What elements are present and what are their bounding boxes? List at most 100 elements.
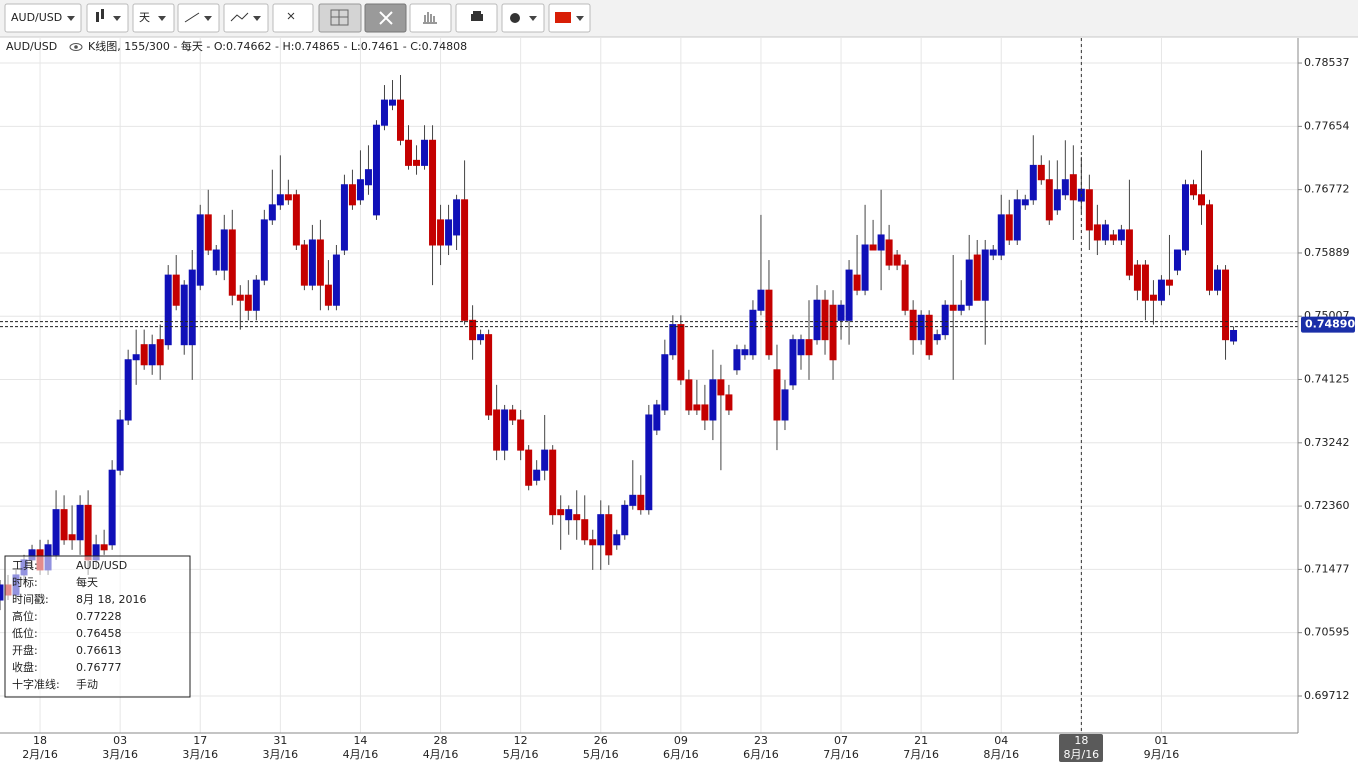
candle-body: [837, 304, 845, 321]
candle-body: [901, 264, 909, 311]
candle-body: [757, 289, 765, 311]
dropdown-arrow[interactable]: [113, 16, 121, 21]
volume-button[interactable]: [409, 3, 452, 33]
symbol-button[interactable]: AUD/USD: [4, 3, 82, 33]
icon[interactable]: [379, 11, 393, 25]
info-label: 高位:: [12, 609, 38, 623]
candle-body: [573, 514, 581, 521]
candle-body: [733, 349, 741, 371]
candle-body: [1125, 229, 1133, 276]
fullscreen-button[interactable]: [364, 3, 407, 33]
candle-body: [813, 299, 821, 341]
info-value: 0.76458: [76, 627, 122, 640]
x-tick-label-box: 14 4月/16: [343, 734, 379, 761]
icon[interactable]: [287, 12, 295, 20]
period-text[interactable]: 天: [139, 11, 150, 24]
language-button[interactable]: [548, 3, 591, 33]
candle-body: [132, 354, 140, 361]
period-button[interactable]: 天: [132, 3, 175, 33]
candle-body: [885, 239, 893, 266]
icon[interactable]: [471, 14, 483, 21]
grid-toggle-button[interactable]: [318, 3, 362, 33]
icon[interactable]: [230, 12, 249, 22]
candle-body: [372, 124, 380, 216]
candle-body: [997, 214, 1005, 256]
x-tick-label-box: 28 4月/16: [423, 734, 459, 761]
symbol-text[interactable]: AUD/USD: [11, 11, 62, 24]
candle-body: [501, 409, 509, 451]
candle-body: [717, 379, 725, 396]
print-button[interactable]: [455, 3, 498, 33]
candle-body: [541, 449, 549, 471]
dropdown-arrow[interactable]: [529, 16, 537, 21]
button-frame[interactable]: [223, 3, 269, 33]
dropdown-arrow[interactable]: [158, 16, 166, 21]
info-label: 收盘:: [12, 660, 38, 674]
dropdown-arrow[interactable]: [253, 16, 261, 21]
candle-body: [1037, 164, 1045, 181]
button-frame[interactable]: [318, 3, 362, 33]
dropdown-arrow[interactable]: [67, 16, 75, 21]
icon[interactable]: [423, 12, 437, 24]
candle-body: [244, 294, 252, 311]
dropdown-arrow[interactable]: [576, 16, 584, 21]
candle-body: [469, 319, 477, 341]
info-label: 开盘:: [12, 643, 38, 657]
settings-button[interactable]: [501, 3, 545, 33]
candle-body: [877, 234, 885, 251]
candle-body: [989, 249, 997, 256]
candles: [0, 75, 1238, 611]
info-label: 时间戳:: [12, 593, 49, 606]
draw-line-button[interactable]: [177, 3, 220, 33]
icon[interactable]: [473, 11, 481, 14]
y-tick-label: 0.69712: [1304, 689, 1350, 702]
candle-body: [645, 414, 653, 511]
candle-body: [260, 219, 268, 281]
button-frame[interactable]: [4, 3, 82, 33]
candle-body: [164, 274, 172, 346]
candle-body: [364, 169, 372, 186]
button-frame[interactable]: [132, 3, 175, 33]
candle-body: [613, 534, 621, 546]
icon[interactable]: [101, 9, 104, 19]
candle-body: [204, 214, 212, 251]
eye-pupil[interactable]: [74, 45, 78, 49]
candle-body: [100, 544, 108, 551]
dropdown-arrow[interactable]: [204, 16, 212, 21]
header-label: - L:: [340, 40, 361, 53]
candle-body: [1101, 224, 1109, 241]
remove-all-button[interactable]: [272, 3, 314, 33]
info-value: 0.76613: [76, 644, 122, 657]
candle-body: [1198, 194, 1205, 206]
button-frame[interactable]: [86, 3, 129, 33]
x-tick-label-box: 18 2月/16: [22, 734, 58, 761]
candle-body: [172, 274, 180, 306]
eye-outline[interactable]: [69, 43, 83, 51]
candle-body: [413, 159, 421, 166]
icon[interactable]: [510, 13, 520, 23]
candle-body: [485, 334, 493, 416]
x-tick-label-box: 03 3月/16: [102, 734, 138, 761]
icon[interactable]: [184, 12, 200, 23]
y-tick-label: 0.71477: [1304, 562, 1350, 575]
button-frame[interactable]: [501, 3, 545, 33]
indicator-button[interactable]: [223, 3, 269, 33]
flag-icon[interactable]: [555, 12, 571, 23]
header-value: 0.74662: [226, 40, 272, 53]
candle-body: [517, 419, 525, 451]
candle-body: [797, 339, 805, 356]
candle-body: [933, 334, 941, 341]
icon[interactable]: [96, 12, 99, 22]
x-tick-label: 09 6月/16: [662, 734, 699, 761]
icon[interactable]: [331, 10, 348, 25]
candle-body: [380, 99, 388, 126]
chart-type-button[interactable]: [86, 3, 129, 33]
candle-body: [853, 274, 861, 291]
y-tick-label: 0.77654: [1304, 119, 1350, 132]
button-frame[interactable]: [177, 3, 220, 33]
eye-icon[interactable]: [69, 43, 83, 51]
candle-body: [461, 199, 469, 321]
y-tick-label: 0.73242: [1304, 436, 1350, 449]
candle-body: [957, 304, 965, 311]
candle-body: [829, 304, 837, 361]
